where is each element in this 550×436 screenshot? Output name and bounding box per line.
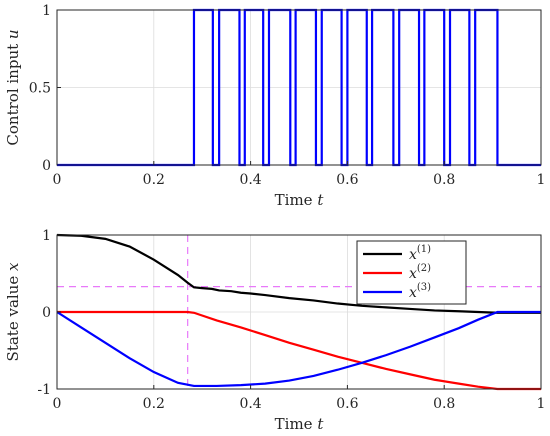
series-line-x-2- <box>57 310 541 391</box>
series-line-x-3- <box>56 310 541 388</box>
legend-entry-label: x(3) <box>409 282 431 301</box>
x-tick-label: 0.2 <box>143 396 165 412</box>
y-tick-label: -1 <box>37 382 51 398</box>
y-axis-label: Control input u <box>4 29 22 145</box>
x-tick-label: 0.8 <box>433 396 455 412</box>
x-tick-label: 0.6 <box>336 172 358 188</box>
legend-entry-label: x(1) <box>409 244 431 263</box>
y-tick-label: 0.5 <box>29 81 51 97</box>
series-line-x-1- <box>56 233 541 314</box>
x-axis-label: Time t <box>275 415 325 433</box>
x-tick-label: 0.4 <box>239 396 261 412</box>
x-axis-label: Time t <box>275 191 325 209</box>
x-tick-label: 0.2 <box>143 172 165 188</box>
x-tick-label: 0.6 <box>336 396 358 412</box>
y-tick-label: 1 <box>42 3 51 19</box>
x-tick-label: 1 <box>537 172 546 188</box>
x-tick-label: 0.8 <box>433 172 455 188</box>
control-input-panel: 0 0.2 0.4 0.6 0.8 1 0 0.5 1 Time t Control input u <box>4 3 545 209</box>
legend: x(1)x(2)x(3) <box>356 240 467 305</box>
x-tick-label: 0 <box>53 396 62 412</box>
y-tick-label: 0 <box>42 158 51 174</box>
y-tick-label: 0 <box>42 305 51 321</box>
x-tick-label: 1 <box>537 396 546 412</box>
x-tick-label: 0 <box>53 172 62 188</box>
y-axis-label: State value x <box>4 262 22 361</box>
x-tick-label: 0.4 <box>239 172 261 188</box>
legend-entry-label: x(2) <box>409 263 431 282</box>
y-tick-label: 1 <box>42 228 51 244</box>
